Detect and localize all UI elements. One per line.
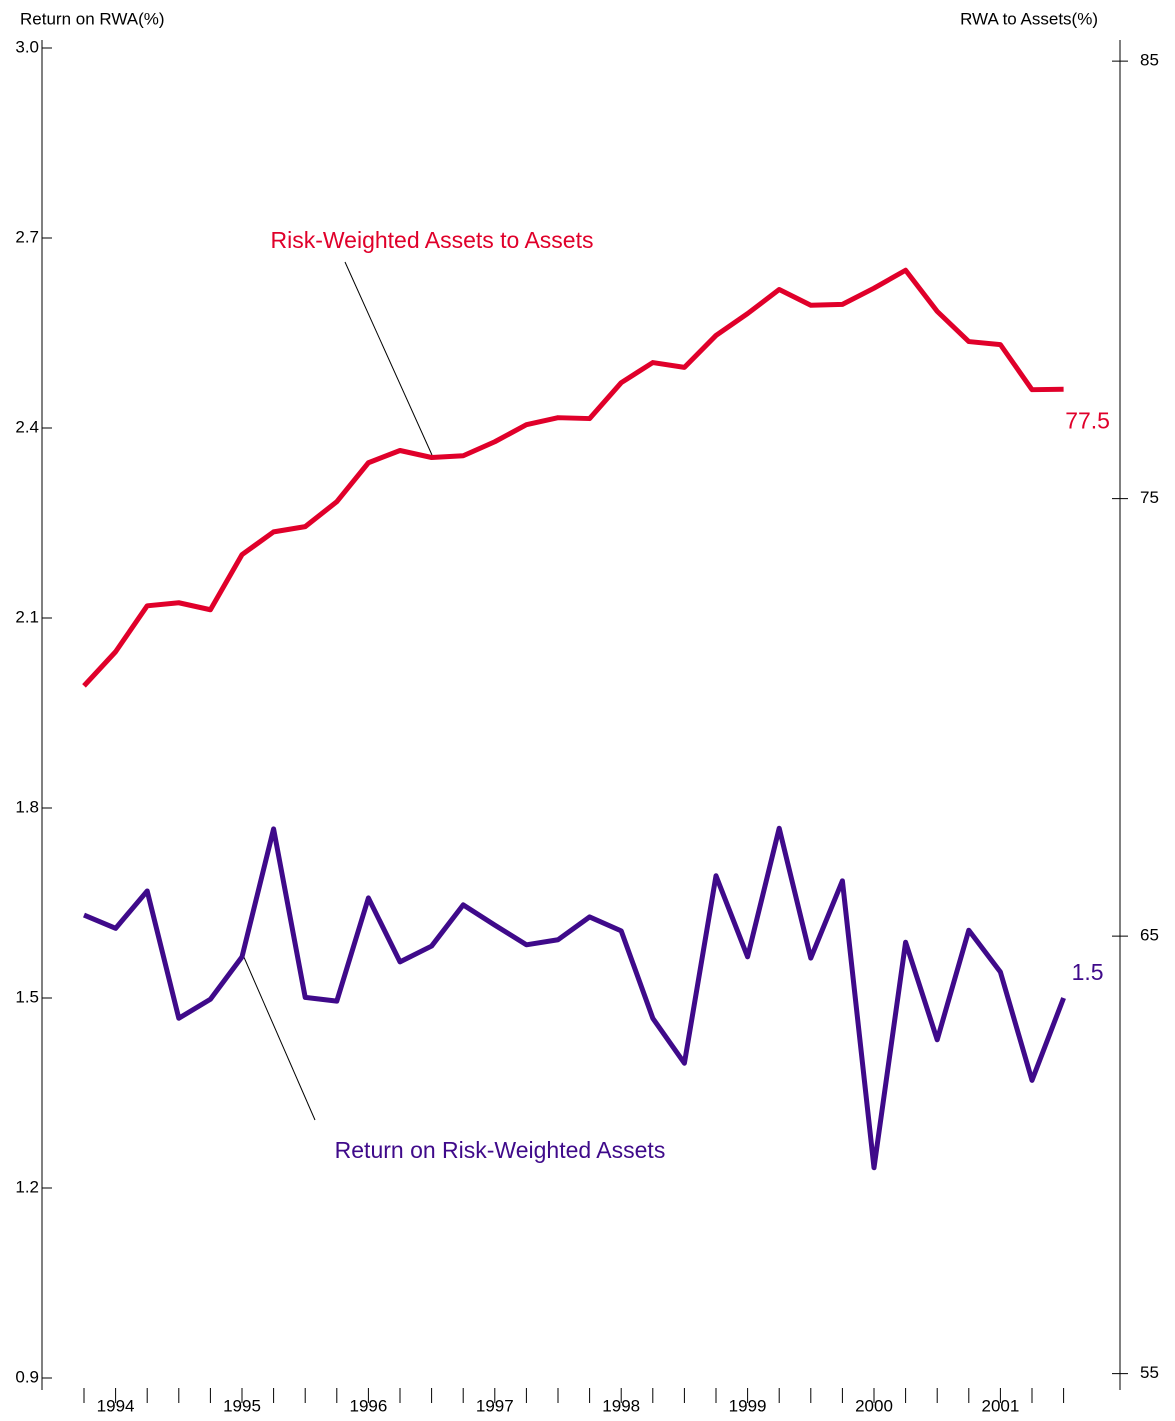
y-tick-label: 2.7	[15, 227, 39, 246]
annotation-pointer	[344, 261, 433, 456]
y-axis-title: Return on RWA(%)	[20, 9, 165, 28]
y-tick-label: 2.1	[15, 607, 39, 626]
y-tick-label: 1.5	[15, 987, 39, 1006]
x-tick-label: 1999	[729, 1396, 767, 1415]
y2-tick-label: 65	[1140, 926, 1159, 945]
x-tick-label: 1994	[97, 1396, 135, 1415]
series-line	[83, 825, 1066, 1171]
y-tick-label: 1.8	[15, 797, 39, 816]
y-tick-label: 3.0	[15, 37, 39, 56]
x-tick-label: 1998	[602, 1396, 640, 1415]
x-tick-label: 2000	[855, 1396, 893, 1415]
end-label: 1.5	[1072, 959, 1104, 985]
y-tick-label: 2.4	[15, 417, 39, 436]
series-line	[82, 267, 1064, 688]
series-annotation: Return on Risk-Weighted Assets	[335, 1137, 666, 1163]
x-tick-label: 1997	[476, 1396, 514, 1415]
series-annotation: Risk-Weighted Assets to Assets	[271, 227, 594, 253]
annotation-pointer	[242, 954, 316, 1121]
x-tick-label: 1996	[349, 1396, 387, 1415]
x-tick-label: 2001	[981, 1396, 1019, 1415]
y2-tick-label: 75	[1140, 488, 1159, 507]
y2-axis-title: RWA to Assets(%)	[960, 9, 1098, 28]
y-tick-label: 1.2	[15, 1177, 39, 1196]
end-label: 77.5	[1065, 407, 1110, 433]
x-tick-label: 1995	[223, 1396, 261, 1415]
y-tick-label: 0.9	[15, 1367, 39, 1386]
y2-tick-label: 55	[1140, 1363, 1159, 1382]
y2-tick-label: 85	[1140, 51, 1159, 70]
